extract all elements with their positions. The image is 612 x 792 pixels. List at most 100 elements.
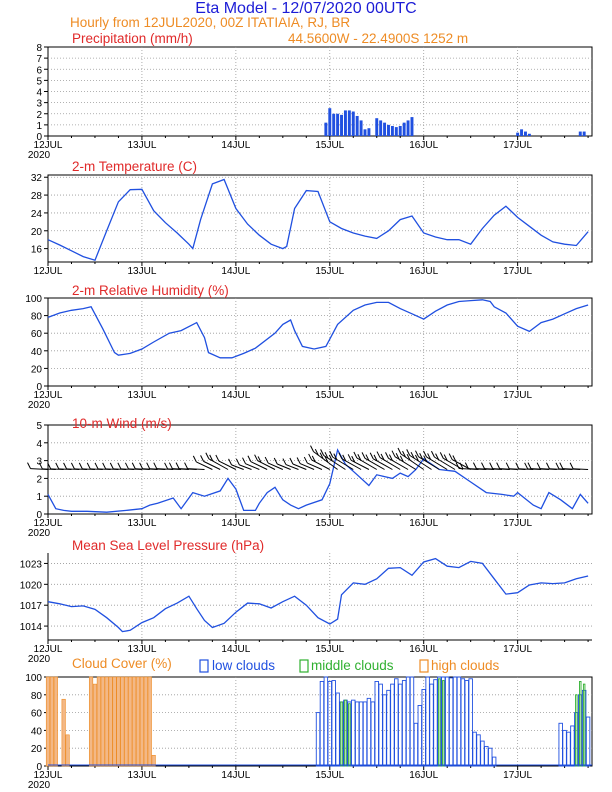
wind-barb-flag (205, 452, 210, 459)
wind-barb-flag (215, 454, 220, 462)
wind-barb-flag (410, 451, 415, 459)
wind-barb-flag (459, 462, 464, 469)
wind-barb-flag (86, 462, 91, 470)
low-cloud-bar (378, 683, 383, 767)
y-tick-label: 60 (31, 709, 43, 720)
x-tick-label: 15JUL (315, 140, 344, 151)
precip-bar (355, 115, 359, 136)
wind-barb-flag (559, 462, 564, 469)
high-cloud-bar (88, 676, 94, 767)
y-tick-label: 16 (31, 245, 43, 256)
wind-barb-flag (515, 462, 520, 469)
series-line-humidity (47, 299, 589, 359)
y-tick-label: 100 (25, 673, 42, 684)
precip-bar (379, 120, 383, 136)
x-tick-label: 12JUL (34, 266, 63, 277)
series-line-pressure (47, 557, 589, 633)
y-tick-label: 6 (36, 65, 42, 76)
middle-cloud-bar (340, 701, 343, 767)
low-cloud-bar (448, 677, 454, 767)
wind-barb-flag (353, 451, 358, 459)
low-cloud-bar (370, 701, 376, 767)
wind-barb-flag (254, 454, 259, 461)
panel-title-humidity: 2-m Relative Humidity (%) (72, 283, 229, 298)
legend-middle-swatch (299, 659, 309, 673)
wind-barb-flag (247, 455, 252, 462)
low-cloud-bar (574, 712, 579, 767)
x-tick-label: 15JUL (315, 770, 344, 781)
precip-bar (328, 108, 332, 136)
wind-barb-flag (406, 449, 411, 456)
wind-barb-flag (310, 445, 314, 452)
wind-barb-flag (102, 462, 107, 470)
y-tick-label: 1 (36, 492, 42, 503)
wind-barb-flag (415, 450, 419, 457)
high-cloud-bar (61, 698, 66, 767)
wind-barb-flag (399, 455, 404, 463)
wind-barb (307, 462, 323, 470)
y-tick-label: 0 (36, 382, 42, 393)
wind-barb-flag (164, 462, 169, 470)
wind-barb-flag (361, 452, 366, 459)
high-cloud-bar (92, 683, 98, 767)
precip-bar (383, 122, 387, 136)
x-tick-label: 16JUL (409, 770, 438, 781)
y-tick-label: 80 (31, 312, 43, 323)
wind-barb-flag (70, 462, 75, 470)
cloud-cover-title: Cloud Cover (%) (72, 656, 172, 671)
x-tick-label: 14JUL (221, 140, 250, 151)
precip-bar (340, 114, 343, 136)
x-tick-label: 15JUL (315, 390, 344, 401)
low-cloud-bar (570, 725, 575, 767)
high-cloud-bar (104, 676, 109, 767)
panel-title-pressure: Mean Sea Level Pressure (hPa) (72, 538, 264, 553)
run-subtitle: Hourly from 12JUL2020, 00Z ITATIAIA, RJ,… (70, 15, 350, 30)
low-cloud-bar (491, 756, 497, 767)
low-cloud-bar (315, 712, 321, 767)
wind-barb-flag (569, 462, 574, 469)
y-tick-label: 4 (36, 88, 42, 99)
precip-bar (578, 131, 582, 136)
wind-barb-flag (117, 462, 122, 470)
low-cloud-bar (358, 701, 364, 767)
wind-barb (292, 463, 307, 470)
x-tick-label: 13JUL (127, 140, 156, 151)
x-tick-label: 17JUL (503, 390, 532, 401)
y-tick-label: 40 (31, 347, 43, 358)
low-cloud-bar (429, 683, 434, 767)
wind-barb (239, 464, 252, 470)
precip-bar (524, 131, 527, 136)
low-cloud-bar (351, 699, 356, 767)
low-cloud-bar (452, 676, 458, 767)
low-cloud-bar (347, 701, 352, 767)
x-tick-label: 12JUL (34, 140, 63, 151)
wind-barb-flag (546, 462, 550, 469)
wind-barb-flag (439, 452, 444, 459)
wind-barb-flag (333, 453, 338, 460)
wind-barb-flag (324, 456, 329, 463)
wind-barb-flag (481, 462, 485, 469)
x-tick-label: 17JUL (503, 770, 532, 781)
x-year-label: 2020 (28, 528, 51, 539)
wind-barb-flag (373, 454, 378, 462)
x-tick-label: 16JUL (409, 266, 438, 277)
x-tick-label: 14JUL (221, 770, 250, 781)
wind-barb-flag (324, 451, 329, 459)
y-tick-label: 60 (31, 329, 43, 340)
low-cloud-bar (456, 676, 462, 767)
y-tick-label: 5 (36, 76, 42, 87)
y-tick-label: 0 (36, 132, 42, 143)
wind-barb-flag (419, 453, 424, 460)
wind-barb-flag (431, 450, 435, 458)
panel-title-precipitation: Precipitation (mm/h) (72, 31, 193, 46)
wind-barb-flag (175, 462, 180, 469)
low-cloud-bar (417, 705, 423, 767)
low-cloud-bar (421, 689, 426, 767)
x-tick-label: 14JUL (221, 518, 250, 529)
high-cloud-bar (143, 676, 148, 767)
wind-barb (231, 464, 244, 470)
wind-barb-flag (342, 454, 347, 462)
low-cloud-bar (401, 680, 407, 767)
wind-barb-flag (314, 448, 319, 456)
y-tick-label: 100 (25, 294, 42, 305)
